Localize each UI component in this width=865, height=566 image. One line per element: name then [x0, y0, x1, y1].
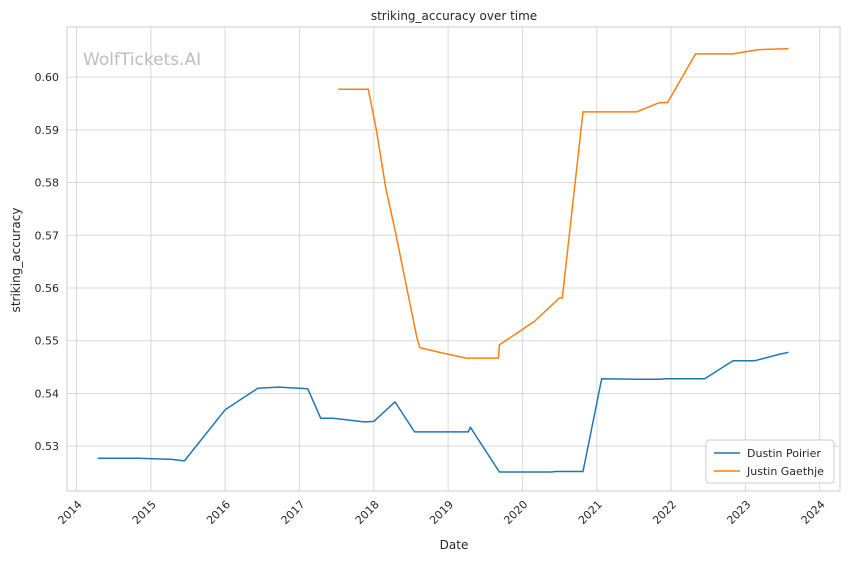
x-tick-label: 2020 [501, 498, 530, 527]
x-tick-label: 2024 [799, 498, 828, 527]
grid [67, 27, 840, 491]
x-tick-label: 2021 [576, 498, 605, 527]
y-axis-label: striking_accuracy [9, 208, 23, 313]
y-tick-label: 0.54 [35, 387, 60, 400]
y-tick-label: 0.60 [35, 71, 60, 84]
x-tick-label: 2018 [353, 498, 382, 527]
chart-title: striking_accuracy over time [371, 9, 537, 23]
legend-label-justin-gaethje: Justin Gaethje [746, 465, 824, 478]
x-tick-label: 2014 [56, 498, 85, 527]
x-axis-ticks: 2014 2015 2016 2017 2018 2019 2020 2021 2022 2023… [56, 498, 828, 527]
y-tick-label: 0.53 [35, 440, 60, 453]
x-tick-label: 2016 [204, 498, 233, 527]
x-tick-label: 2017 [279, 498, 308, 527]
x-axis-label: Date [440, 538, 469, 552]
series-lines [97, 47, 789, 473]
y-tick-label: 0.55 [35, 335, 60, 348]
x-tick-label: 2019 [427, 498, 456, 527]
y-tick-label: 0.57 [35, 229, 60, 242]
y-tick-label: 0.56 [35, 282, 60, 295]
y-tick-label: 0.59 [35, 124, 60, 137]
legend: Dustin Poirier Justin Gaethje [705, 439, 835, 484]
x-tick-label: 2022 [650, 498, 679, 527]
legend-label-dustin-poirier: Dustin Poirier [747, 447, 821, 460]
watermark-text: WolfTickets.AI [83, 50, 201, 70]
y-axis-ticks: 0.53 0.54 0.55 0.56 0.57 0.58 0.59 0.60 [35, 71, 60, 453]
plot-area [66, 26, 841, 492]
series-line-dustin-poirier [97, 351, 789, 473]
series-line-justin-gaethje [338, 47, 789, 359]
legend-box [705, 439, 835, 484]
x-tick-label: 2015 [130, 498, 159, 527]
x-tick-label: 2023 [724, 498, 753, 527]
y-tick-label: 0.58 [35, 177, 60, 190]
